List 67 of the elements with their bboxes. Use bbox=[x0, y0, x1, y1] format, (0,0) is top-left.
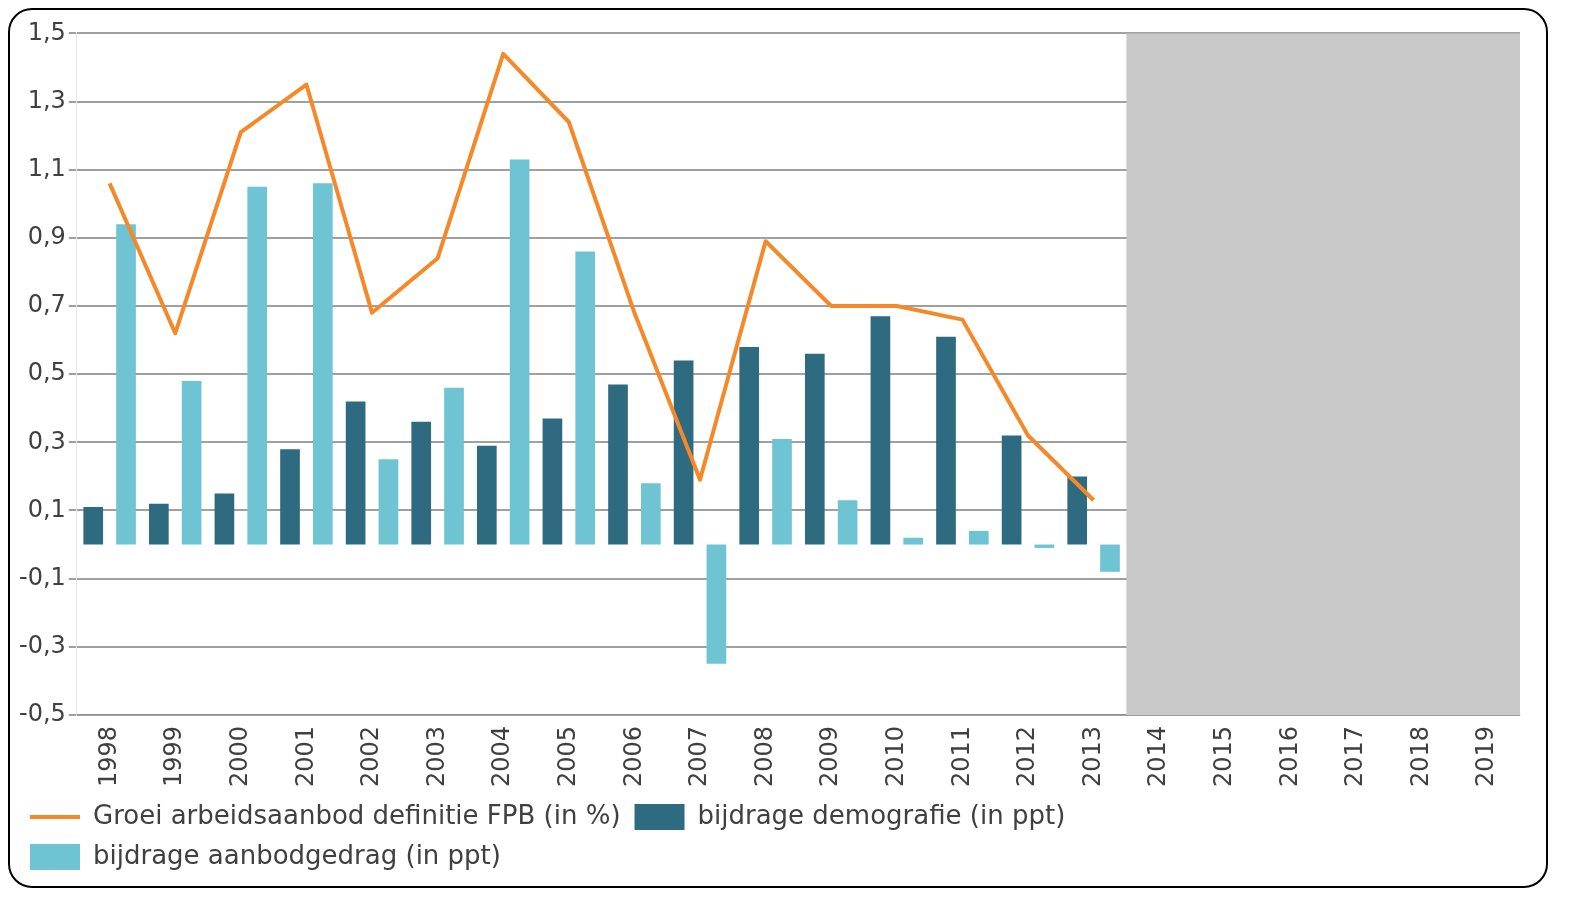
y-tick-label: 1,1 bbox=[27, 153, 66, 182]
bar bbox=[476, 445, 497, 545]
bar bbox=[804, 353, 825, 545]
x-tick-label: 2008 bbox=[749, 725, 778, 787]
x-tick-label: 2012 bbox=[1012, 725, 1041, 787]
y-tick-label: 1,5 bbox=[27, 17, 66, 46]
x-tick-label: 2002 bbox=[356, 725, 385, 787]
x-tick-label: 2019 bbox=[1471, 725, 1500, 787]
y-tick-label: 0,5 bbox=[27, 358, 66, 387]
x-tick-label: 2009 bbox=[815, 725, 844, 787]
y-tick-label: 1,3 bbox=[27, 85, 66, 114]
y-tick-label: 0,7 bbox=[27, 290, 66, 319]
bar bbox=[706, 544, 727, 664]
y-tick-label: 0,3 bbox=[27, 426, 66, 455]
bar bbox=[116, 224, 136, 545]
bar bbox=[83, 507, 104, 545]
bar bbox=[542, 418, 563, 545]
bar bbox=[444, 387, 464, 545]
x-tick-label: 2015 bbox=[1209, 725, 1238, 787]
bar bbox=[214, 493, 235, 545]
y-tick-label: 0,1 bbox=[27, 494, 66, 523]
legend-label: bijdrage aanbodgedrag (in ppt) bbox=[93, 839, 501, 870]
bar bbox=[312, 183, 333, 545]
x-tick-label: 2000 bbox=[225, 725, 254, 787]
x-tick-label: 2003 bbox=[421, 725, 450, 787]
bar bbox=[575, 251, 596, 545]
bar bbox=[870, 316, 891, 545]
y-tick-label: -0,3 bbox=[19, 631, 66, 659]
x-tick-label: 2018 bbox=[1405, 725, 1434, 787]
bar bbox=[280, 449, 300, 545]
bar bbox=[411, 421, 432, 545]
bar bbox=[247, 186, 268, 545]
bar bbox=[148, 503, 169, 545]
x-tick-label: 2004 bbox=[487, 725, 516, 787]
x-tick-label: 2010 bbox=[881, 725, 910, 787]
bar bbox=[378, 459, 399, 545]
x-tick-label: 2011 bbox=[946, 725, 975, 787]
x-tick-label: 2014 bbox=[1143, 725, 1172, 787]
y-tick-label: 0,9 bbox=[27, 222, 66, 251]
bar bbox=[608, 384, 628, 545]
bar bbox=[181, 380, 202, 545]
bar bbox=[1100, 544, 1120, 572]
x-tick-label: 1999 bbox=[159, 725, 188, 787]
x-tick-label: 2005 bbox=[553, 725, 582, 787]
bar bbox=[673, 360, 694, 545]
bar bbox=[1067, 476, 1088, 545]
bar bbox=[772, 438, 792, 545]
bar bbox=[1001, 435, 1022, 545]
x-tick-label: 2007 bbox=[684, 725, 713, 787]
bar bbox=[739, 346, 760, 545]
bar bbox=[345, 401, 366, 545]
x-tick-label: 2013 bbox=[1077, 725, 1106, 787]
y-tick-label: -0,1 bbox=[19, 562, 66, 591]
bar bbox=[936, 336, 956, 545]
x-tick-label: 2001 bbox=[290, 725, 319, 787]
legend-label: Groei arbeidsaanbod definitie FPB (in %) bbox=[93, 799, 621, 830]
bar bbox=[640, 483, 661, 545]
x-tick-label: 2006 bbox=[618, 725, 647, 787]
y-tick-label: -0,5 bbox=[19, 699, 66, 728]
x-tick-label: 2017 bbox=[1340, 725, 1369, 787]
x-tick-label: 1998 bbox=[93, 725, 122, 787]
bar bbox=[837, 500, 858, 545]
legend-label: bijdrage demografie (in ppt) bbox=[697, 799, 1066, 830]
bar bbox=[903, 537, 924, 545]
bar bbox=[968, 530, 989, 545]
bar bbox=[509, 159, 530, 545]
x-tick-label: 2016 bbox=[1274, 725, 1303, 787]
